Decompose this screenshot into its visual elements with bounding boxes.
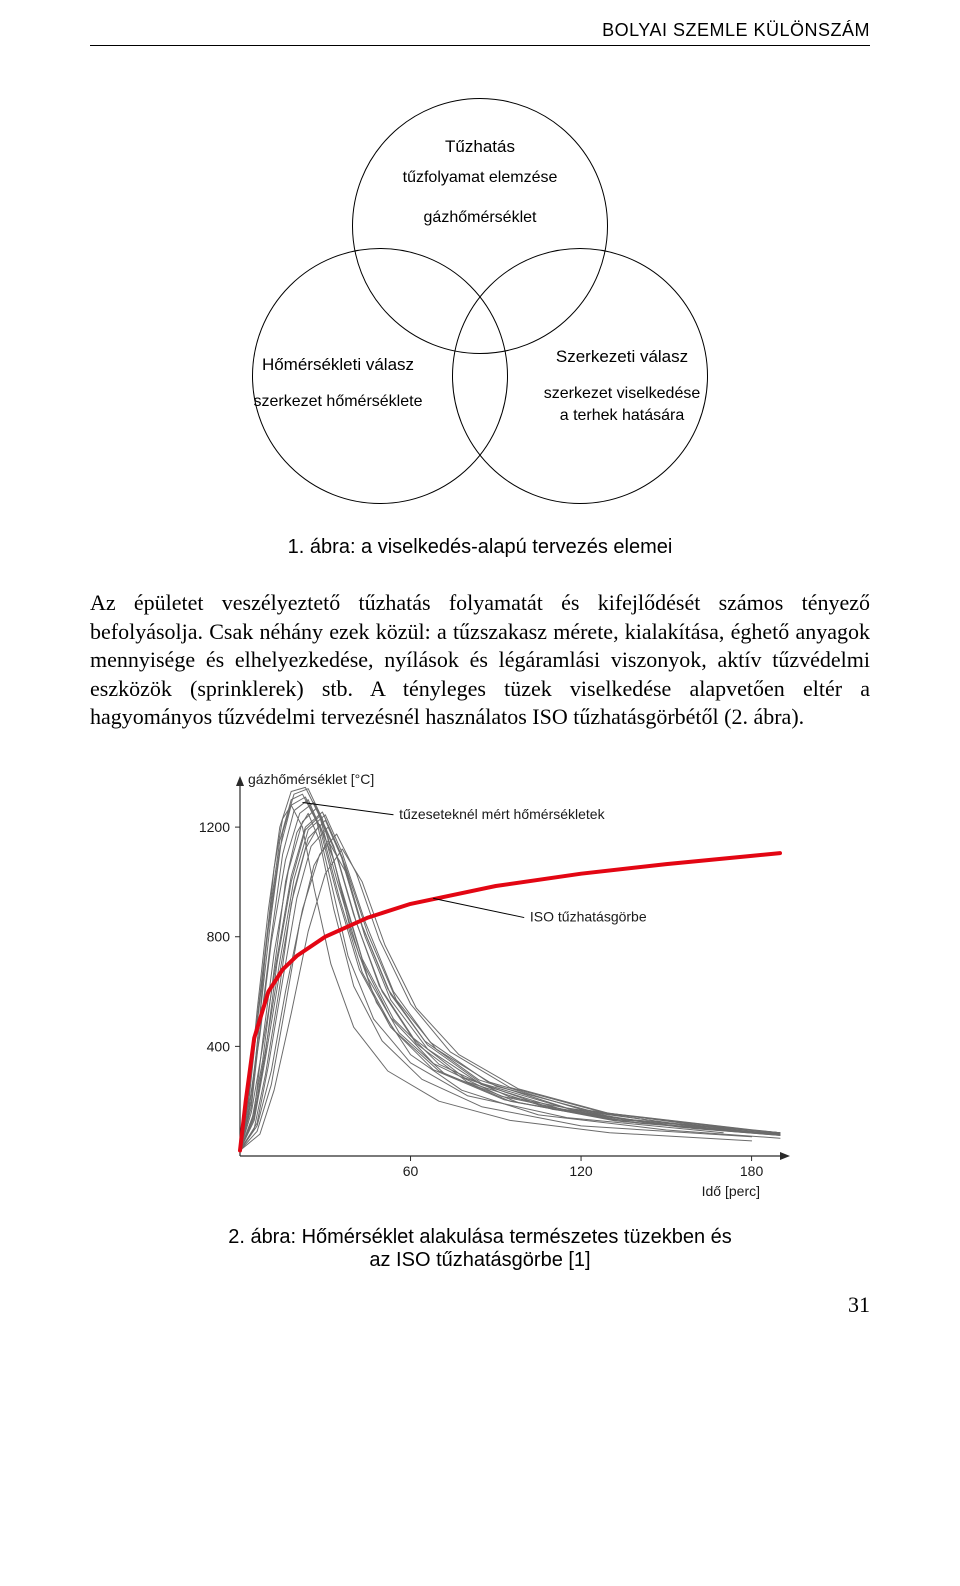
figure2-caption: 2. ábra: Hőmérséklet alakulása természet… [90,1226,870,1272]
temperature-chart: 400 800 1200 60 120 180 gázhőmérséklet [°C] Idő… [160,756,800,1216]
venn-label-left: Hőmérsékleti válasz szerkezet hőmérsékle… [238,354,438,413]
page-number: 31 [90,1292,870,1318]
venn-right-line2: a terhek hatására [522,405,722,427]
venn-top-line2: gázhőmérséklet [370,207,590,229]
svg-text:ISO tűzhatásgörbe: ISO tűzhatásgörbe [530,909,647,925]
svg-text:1200: 1200 [199,819,230,835]
svg-text:400: 400 [207,1038,231,1054]
svg-text:800: 800 [207,929,231,945]
svg-text:60: 60 [403,1163,419,1179]
svg-text:120: 120 [569,1163,593,1179]
venn-left-line1: szerkezet hőmérséklete [238,391,438,413]
venn-diagram: Tűzhatás tűzfolyamat elemzése gázhőmérsé… [160,76,800,516]
journal-header: BOLYAI SZEMLE KÜLÖNSZÁM [90,20,870,46]
figure1-caption: 1. ábra: a viselkedés-alapú tervezés ele… [90,536,870,559]
svg-text:tűzeseteknél mért hőmérséklete: tűzeseteknél mért hőmérsékletek [399,806,605,822]
figure2-caption-line2: az ISO tűzhatásgörbe [1] [369,1249,590,1271]
venn-top-title: Tűzhatás [370,136,590,159]
svg-text:gázhőmérséklet [°C]: gázhőmérséklet [°C] [248,771,374,787]
body-paragraph: Az épületet veszélyeztető tűzhatás folya… [90,589,870,732]
venn-label-top: Tűzhatás tűzfolyamat elemzése gázhőmérsé… [370,136,590,228]
svg-text:180: 180 [740,1163,764,1179]
chart-svg: 400 800 1200 60 120 180 gázhőmérséklet [°C] Idő… [160,756,800,1216]
venn-right-line1: szerkezet viselkedése [522,383,722,405]
journal-title: BOLYAI SZEMLE KÜLÖNSZÁM [602,20,870,40]
venn-left-title: Hőmérsékleti válasz [238,354,438,377]
svg-text:Idő [perc]: Idő [perc] [702,1183,760,1199]
venn-top-line1: tűzfolyamat elemzése [370,167,590,189]
venn-label-right: Szerkezeti válasz szerkezet viselkedése … [522,346,722,426]
figure2-caption-line1: 2. ábra: Hőmérséklet alakulása természet… [228,1226,732,1248]
venn-right-title: Szerkezeti válasz [522,346,722,369]
